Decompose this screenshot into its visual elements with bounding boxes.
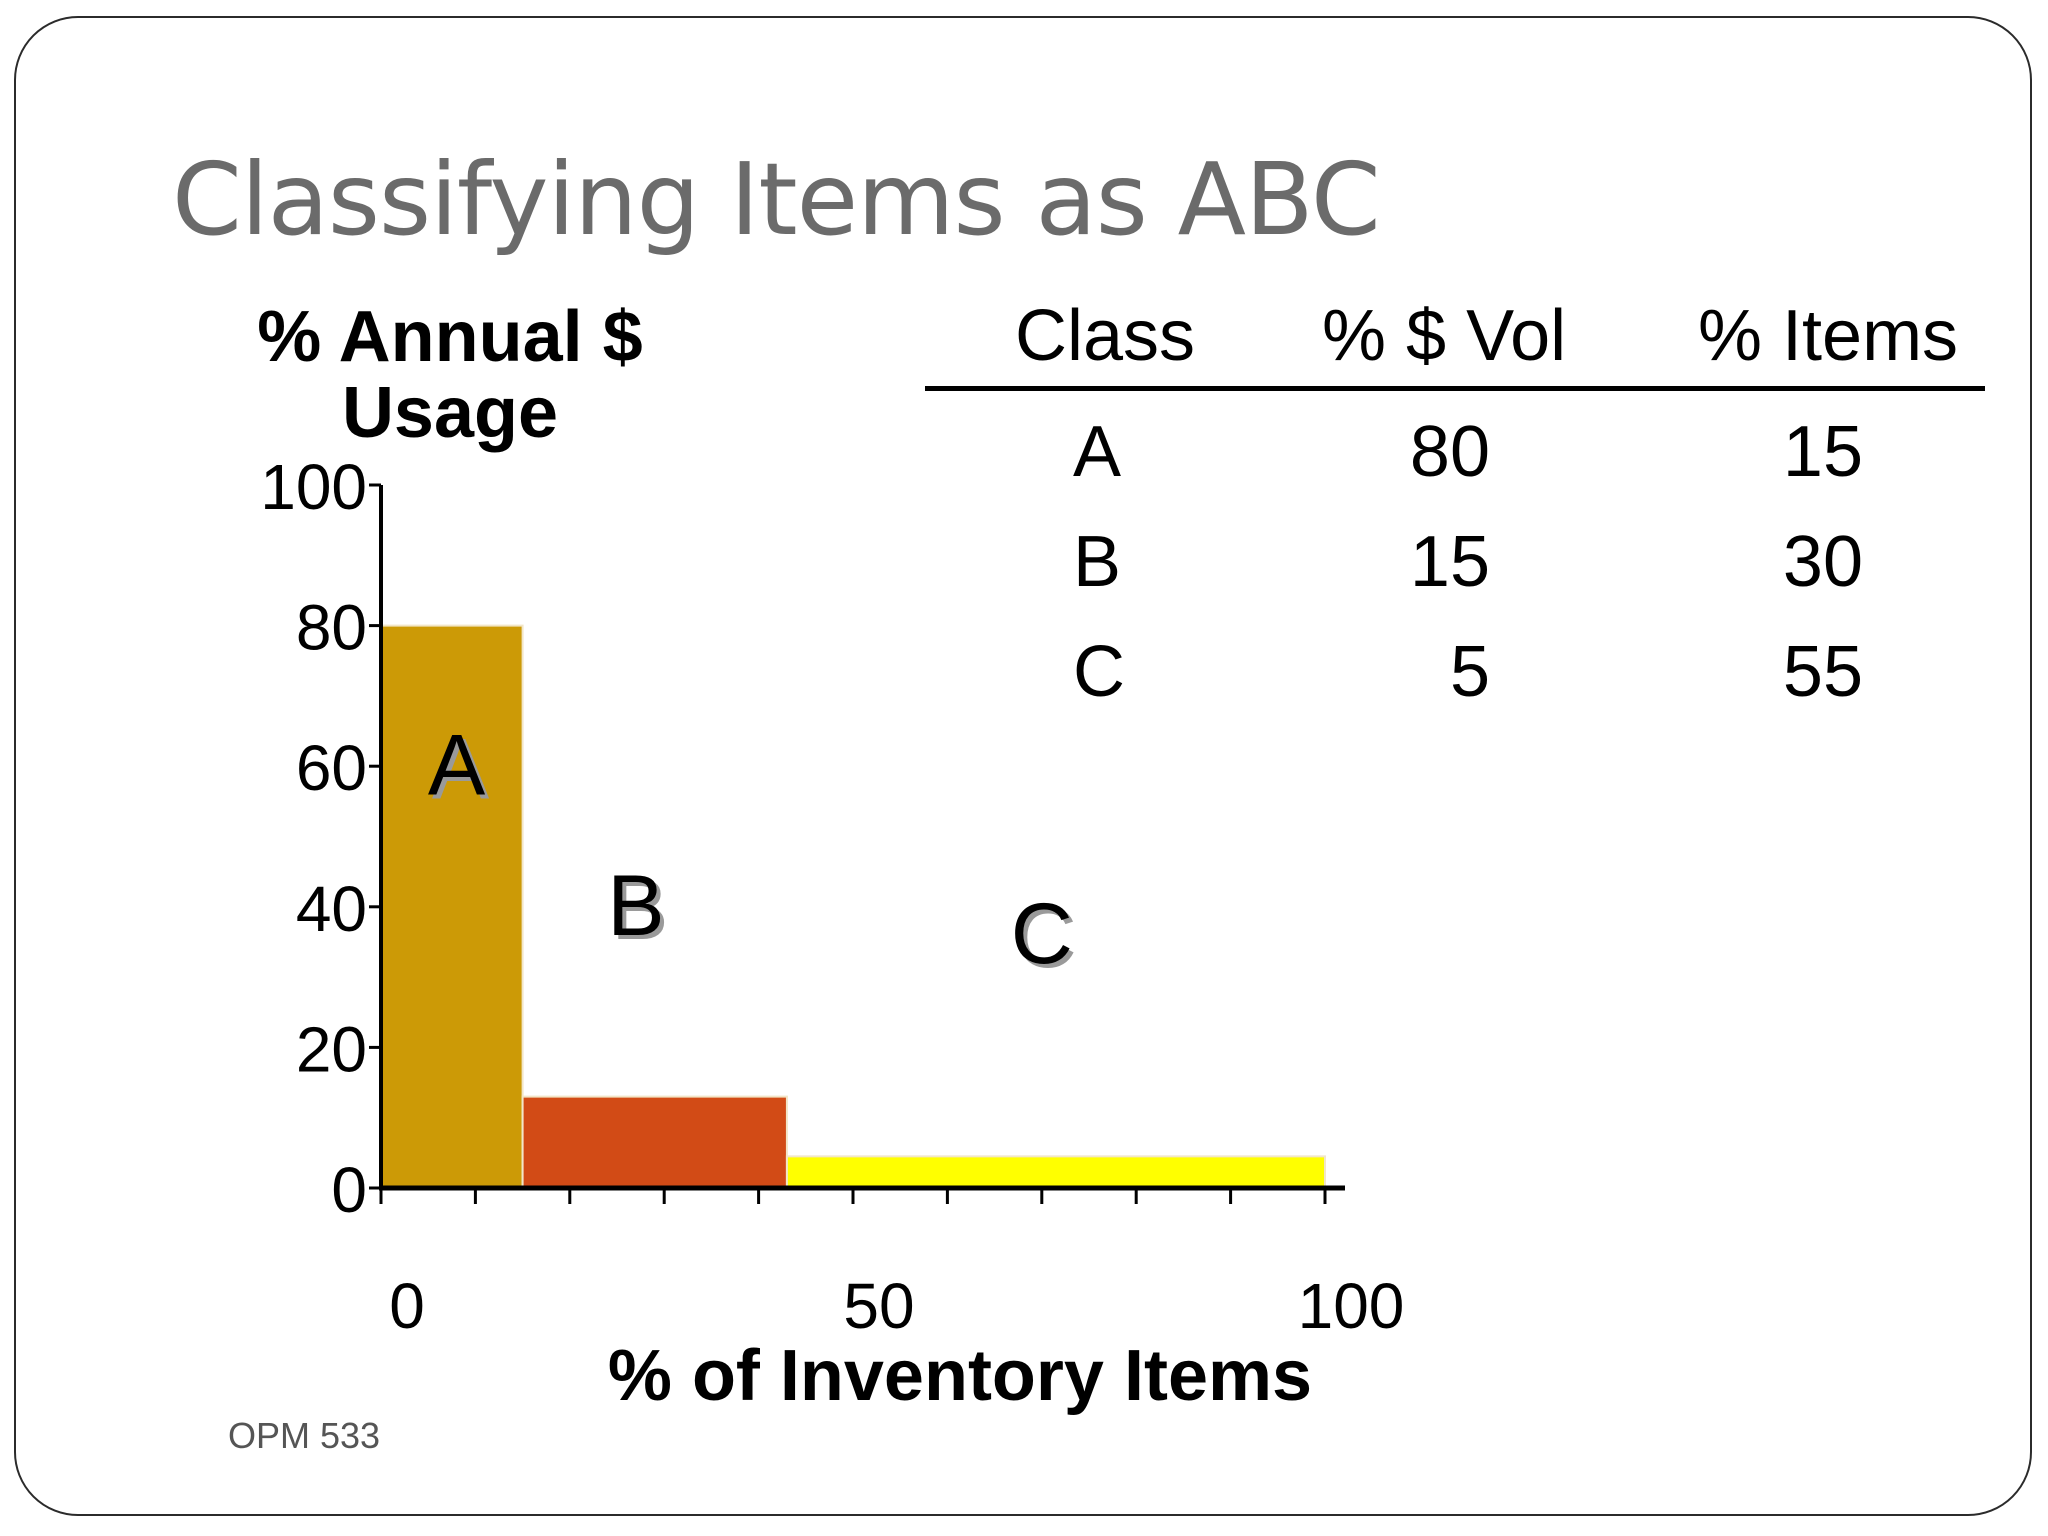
bar-label-a: A [428,717,486,813]
slide-title: Classifying Items as ABC [172,141,1381,258]
bar-label-shadow: A [432,721,490,817]
table-cell-items-b: 30 [1782,522,1863,602]
y-tick-label: 20 [296,1013,367,1085]
bar-label-c: C [1011,886,1073,982]
x-tick-label: 0 [389,1270,425,1342]
table-cell-vol-c: 5 [1449,632,1490,712]
table-cell-vol-a: 80 [1409,412,1490,492]
table-cell-items-a: 15 [1782,412,1863,492]
table-header-class: Class [1015,296,1196,376]
footer-course-code: OPM 533 [228,1415,381,1456]
bar-label-b: B [607,858,664,954]
bar-b [521,1095,788,1189]
table-cell-class-b: B [1073,522,1122,602]
x-tick-label: 50 [843,1270,914,1342]
y-axis-label: % Annual $ Usage [257,297,643,453]
x-axis-label: % of Inventory Items [607,1336,1313,1416]
bar-label-shadow: C [1015,890,1077,986]
table-cell-vol-b: 15 [1409,522,1490,602]
table-header-rule [925,386,1985,391]
bar-label-shadow: B [611,862,668,958]
y-tick-label: 0 [331,1154,367,1226]
y-tick-label: 100 [260,451,367,523]
slide-frame [14,16,2032,1516]
table-header-dollar-vol: % $ Vol [1322,296,1567,376]
table-cell-class-c: C [1073,632,1125,712]
x-tick-label: 100 [1298,1270,1405,1342]
y-tick-label: 80 [296,592,367,664]
y-tick-label: 60 [296,732,367,804]
y-tick-label: 40 [296,873,367,945]
bar-c [785,1155,1326,1189]
table-header-items: % Items [1698,296,1959,376]
table-cell-class-a: A [1073,412,1122,492]
table-cell-items-c: 55 [1782,632,1863,712]
bar-a [380,624,524,1189]
